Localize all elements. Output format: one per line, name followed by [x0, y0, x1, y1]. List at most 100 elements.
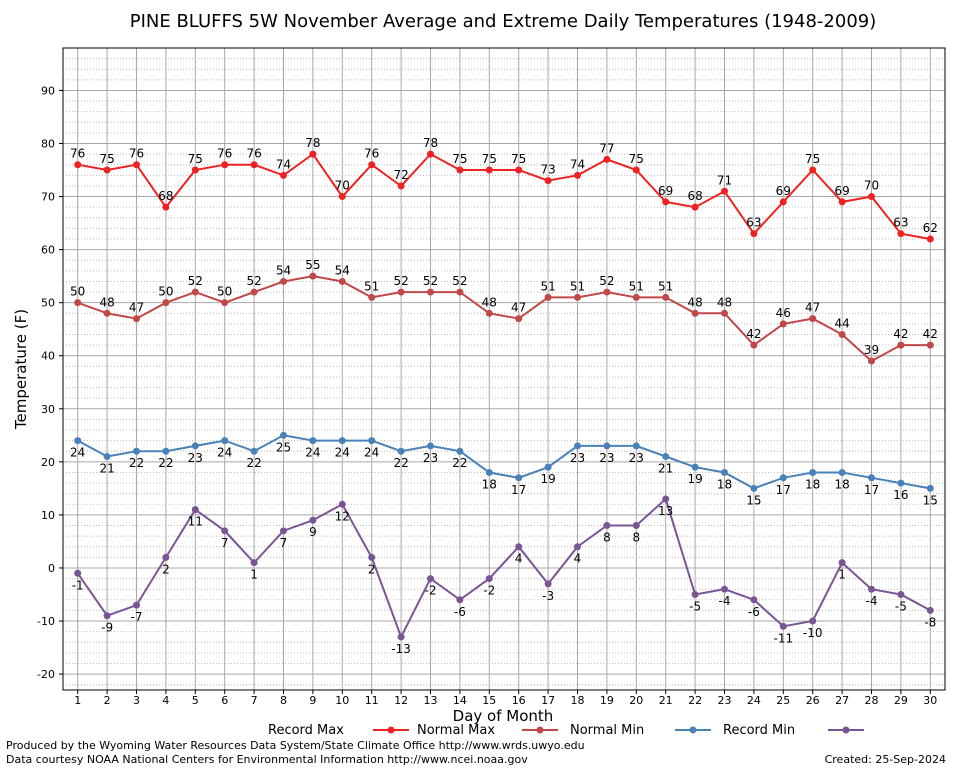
data-point	[485, 309, 493, 317]
data-point	[603, 442, 611, 450]
data-label: 46	[776, 306, 791, 320]
data-label: 63	[893, 216, 908, 230]
data-point	[750, 230, 758, 238]
data-label: 75	[452, 152, 467, 166]
data-label: 76	[246, 147, 261, 161]
data-point	[721, 468, 728, 476]
data-label: 69	[776, 184, 791, 198]
data-point	[544, 463, 552, 471]
data-label: 17	[776, 483, 791, 497]
data-label: 25	[276, 440, 291, 454]
data-point	[74, 437, 82, 445]
legend-item: Record Max	[268, 723, 409, 738]
x-tick-label: 15	[482, 694, 496, 707]
data-point	[485, 468, 493, 476]
data-label: 22	[246, 456, 261, 470]
y-tick-label: 80	[41, 138, 55, 151]
data-label: 24	[217, 446, 232, 460]
data-label: -7	[131, 610, 143, 624]
data-point	[779, 198, 787, 206]
data-label: 68	[158, 189, 173, 203]
data-label: 24	[305, 446, 320, 460]
data-point	[868, 193, 875, 201]
data-label: 21	[658, 462, 673, 476]
data-label: 76	[129, 147, 144, 161]
data-label: 13	[658, 504, 673, 518]
data-label: 44	[834, 317, 849, 331]
data-label: 24	[335, 446, 350, 460]
data-label: -4	[866, 594, 878, 608]
data-point	[309, 272, 317, 280]
legend-item: Record Min	[723, 723, 864, 738]
data-label: 47	[511, 301, 526, 315]
x-tick-label: 1	[74, 694, 81, 707]
data-label: -10	[803, 626, 823, 640]
x-tick-label: 11	[365, 694, 379, 707]
data-label: 75	[99, 152, 114, 166]
x-tick-label: 7	[251, 694, 258, 707]
data-label: 7	[280, 536, 288, 550]
data-point	[485, 166, 493, 174]
data-label: 69	[658, 184, 673, 198]
data-point	[338, 500, 346, 508]
data-point	[838, 198, 846, 206]
data-point	[691, 309, 699, 317]
data-point	[191, 506, 199, 514]
data-point	[280, 431, 287, 439]
data-label: 17	[511, 483, 526, 497]
data-point	[809, 617, 817, 625]
data-point	[897, 479, 905, 487]
data-point	[632, 293, 640, 301]
data-label: 18	[805, 477, 820, 491]
legend-label: Normal Min	[570, 723, 644, 738]
data-label: 71	[717, 173, 732, 187]
data-point	[868, 474, 875, 482]
data-point	[397, 447, 405, 455]
data-point	[162, 299, 170, 307]
x-tick-label: 16	[512, 694, 526, 707]
data-point	[368, 437, 376, 445]
data-point	[544, 293, 552, 301]
data-point	[280, 277, 287, 285]
data-label: 54	[335, 263, 350, 277]
x-tick-label: 19	[600, 694, 614, 707]
y-tick-label: 70	[41, 191, 55, 204]
data-point	[603, 522, 611, 530]
series-normal-min: 24 21 22 22 23 24 22 25 24 24 24 22 23 22 18 17 19 23 23 23…	[70, 431, 938, 507]
legend-swatch-marker	[387, 726, 395, 734]
data-label: 16	[893, 488, 908, 502]
data-point	[162, 447, 170, 455]
data-label: 23	[629, 451, 644, 465]
data-label: 24	[364, 446, 379, 460]
data-point	[515, 543, 523, 551]
x-tick-label: 23	[718, 694, 732, 707]
data-label: -6	[454, 605, 466, 619]
y-tick-label: 50	[41, 297, 55, 310]
data-label: 18	[717, 477, 732, 491]
y-axis-title: Temperature (F)	[12, 309, 30, 430]
x-tick-label: 25	[776, 694, 790, 707]
data-point	[162, 203, 170, 211]
data-label: 75	[805, 152, 820, 166]
data-label: 19	[540, 472, 555, 486]
data-point	[632, 166, 640, 174]
data-point	[926, 606, 934, 614]
data-point	[868, 357, 875, 365]
data-label: 18	[482, 477, 497, 491]
x-tick-label: 22	[688, 694, 702, 707]
data-label: 42	[746, 327, 761, 341]
data-label: 69	[834, 184, 849, 198]
data-label: 22	[158, 456, 173, 470]
x-tick-label: 6	[221, 694, 228, 707]
series-line	[77, 434, 931, 490]
data-point	[427, 575, 434, 583]
data-point	[250, 288, 258, 296]
y-tick-label: -20	[37, 668, 55, 681]
x-tick-label: 17	[541, 694, 555, 707]
data-label: 42	[893, 327, 908, 341]
data-label: 48	[482, 295, 497, 309]
data-label: 70	[335, 179, 350, 193]
data-point	[779, 320, 787, 328]
data-label: 24	[70, 446, 85, 460]
